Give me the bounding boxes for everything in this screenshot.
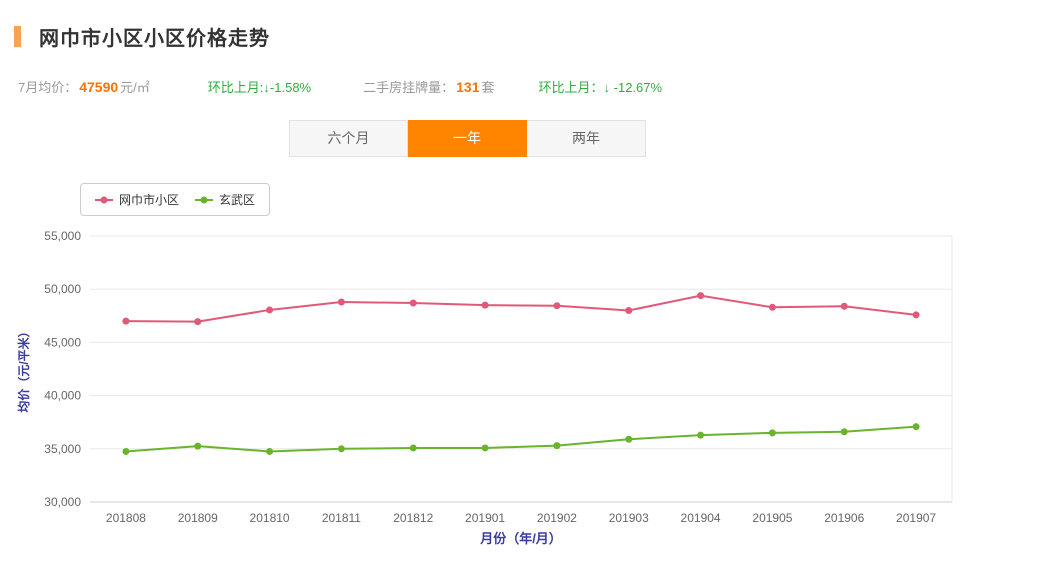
svg-text:201808: 201808 (106, 511, 146, 525)
svg-text:201812: 201812 (393, 511, 433, 525)
svg-text:201810: 201810 (250, 511, 290, 525)
page-title: 网巾市小区小区价格走势 (39, 28, 270, 50)
listing-count-value: 131 (456, 79, 480, 95)
mom-price-value: ↓-1.58% (263, 80, 312, 95)
svg-text:均价（元/平米）: 均价（元/平米） (16, 325, 31, 412)
line-dot-marker-icon (195, 198, 214, 201)
svg-text:201901: 201901 (465, 511, 505, 525)
svg-text:55,000: 55,000 (44, 229, 81, 243)
avg-price-value: 47590 (79, 79, 119, 95)
svg-text:201904: 201904 (681, 511, 721, 525)
avg-price-unit: 元/㎡ (120, 80, 150, 95)
chart-area: 30,000 35,000 40,000 45,000 50,000 55,000 2018… (12, 220, 1041, 555)
legend-label: 网巾市小区 (119, 193, 180, 207)
tab-two-years[interactable]: 两年 (527, 120, 646, 157)
avg-price-stat: 7月均价： 47590 元/㎡ (18, 77, 150, 96)
svg-text:201811: 201811 (322, 511, 361, 525)
period-tabs: 六个月 一年 两年 (289, 120, 1041, 157)
svg-text:50,000: 50,000 (44, 282, 81, 296)
mom-listing-value: ↓ -12.67% (603, 80, 663, 95)
mom-price-stat: 环比上月: ↓-1.58% (208, 77, 311, 96)
svg-text:30,000: 30,000 (44, 495, 81, 509)
svg-text:201902: 201902 (537, 511, 577, 525)
svg-text:45,000: 45,000 (44, 335, 81, 349)
tab-six-months[interactable]: 六个月 (289, 120, 408, 157)
listing-count-label: 二手房挂牌量： (363, 80, 455, 95)
legend-label: 玄武区 (219, 193, 256, 207)
chart-legend: 网巾市小区 玄武区 (80, 183, 271, 216)
mom-listing-stat: 环比上月： ↓ -12.67% (539, 77, 663, 96)
title-accent-bar (14, 26, 21, 47)
svg-text:201905: 201905 (752, 511, 792, 525)
legend-item-district[interactable]: 玄武区 (195, 191, 255, 208)
legend-item-community[interactable]: 网巾市小区 (95, 191, 179, 208)
listing-count-unit: 套 (481, 80, 495, 95)
svg-text:月份（年/月）: 月份（年/月） (479, 531, 562, 546)
chart-legend-wrap: 网巾市小区 玄武区 (80, 183, 1041, 216)
svg-text:201809: 201809 (178, 511, 218, 525)
svg-text:201903: 201903 (609, 511, 649, 525)
svg-text:40,000: 40,000 (44, 389, 81, 403)
stats-row: 7月均价： 47590 元/㎡ 环比上月: ↓-1.58% 二手房挂牌量： 13… (18, 77, 1041, 96)
avg-price-label: 7月均价： (18, 80, 78, 95)
listing-count-stat: 二手房挂牌量： 131 套 (363, 77, 494, 96)
line-dot-marker-icon (95, 198, 113, 201)
tab-one-year[interactable]: 一年 (408, 120, 527, 157)
svg-text:35,000: 35,000 (44, 442, 81, 456)
svg-text:201907: 201907 (896, 511, 936, 525)
mom-listing-label: 环比上月： (538, 80, 604, 95)
mom-price-label: 环比上月: (207, 80, 264, 95)
svg-text:201906: 201906 (824, 511, 864, 525)
page-header: 网巾市小区小区价格走势 (0, 0, 1041, 51)
price-trend-line-chart: 30,000 35,000 40,000 45,000 50,000 55,000 2018… (16, 229, 953, 546)
